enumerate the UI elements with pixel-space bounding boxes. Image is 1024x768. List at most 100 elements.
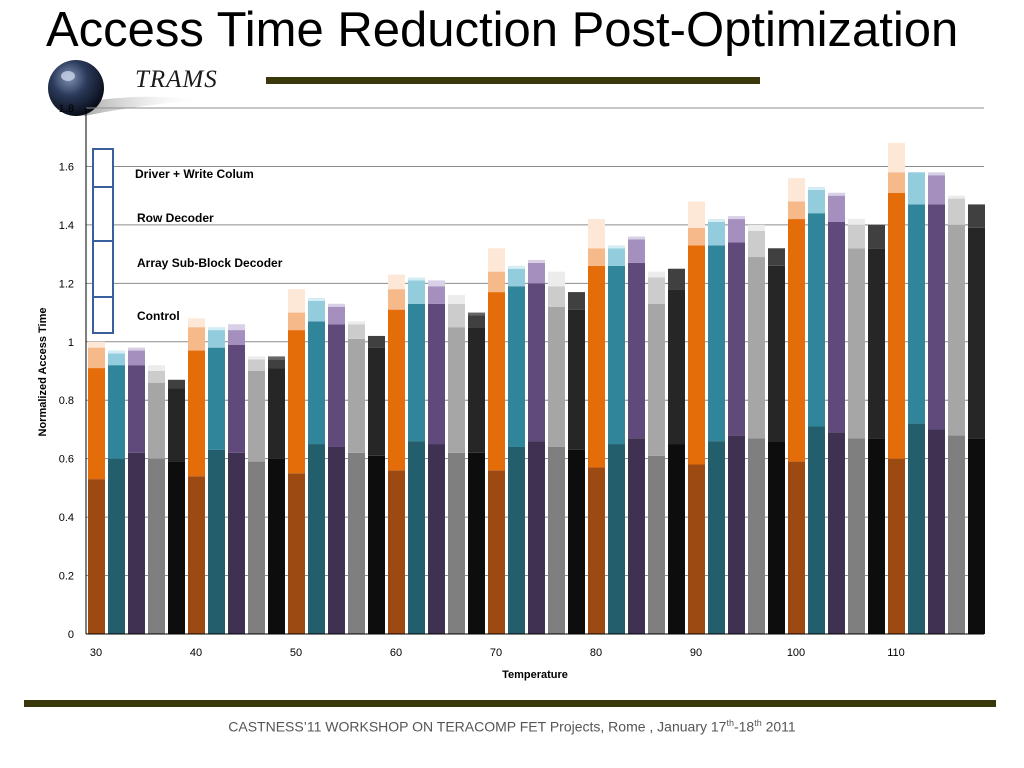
bar-segment (948, 435, 965, 634)
bar-segment (888, 143, 905, 173)
y-tick-label: 1.8 (59, 103, 74, 115)
bar-segment (788, 201, 805, 220)
bar-segment (668, 289, 685, 445)
bar-segment (548, 446, 565, 634)
bar-segment (428, 303, 445, 445)
bar-segment (368, 455, 385, 634)
bar-segment (948, 198, 965, 225)
legend-label: Driver + Write Colum (135, 167, 254, 181)
bar-segment (508, 286, 525, 447)
bar-segment (748, 438, 765, 634)
bar-segment (728, 216, 745, 220)
bar-segment (708, 441, 725, 634)
trams-logo-icon (48, 60, 204, 116)
bar-segment (248, 359, 265, 371)
y-tick-label: 1.4 (59, 220, 74, 232)
bar-segment (788, 461, 805, 634)
y-tick-label: 1.2 (59, 278, 74, 290)
bar-segment (788, 219, 805, 462)
x-tick-label: 80 (590, 647, 602, 659)
bar-segment (588, 467, 605, 634)
bar-segment (268, 458, 285, 634)
bar-segment (408, 441, 425, 634)
bar-segment (808, 213, 825, 427)
bar-segment (828, 432, 845, 634)
bar-segment (388, 309, 405, 471)
bar-segment (488, 271, 505, 293)
y-tick-label: 0 (68, 629, 74, 641)
bar-segment (888, 172, 905, 193)
bar-segment (628, 236, 645, 240)
bar-segment (948, 224, 965, 436)
bar-segment (908, 423, 925, 634)
x-tick-label: 50 (290, 647, 302, 659)
bar-segment (128, 365, 145, 453)
bar-segment (928, 429, 945, 634)
bar-segment (868, 224, 885, 249)
y-tick-label: 0.4 (59, 512, 74, 524)
bar-segment (268, 368, 285, 459)
bar-segment (808, 189, 825, 214)
bar-segment (108, 458, 125, 634)
y-tick-label: 1.6 (59, 161, 74, 173)
bar-segment (528, 259, 545, 263)
bar-segment (108, 365, 125, 459)
bar-segment (428, 444, 445, 634)
footer-text: CASTNESS’11 WORKSHOP ON TERACOMP FET Pro… (0, 718, 1024, 735)
bar-segment (368, 335, 385, 348)
bar-segment (908, 204, 925, 424)
bar-segment (468, 327, 485, 453)
bar-segment (448, 452, 465, 634)
bar-segment (188, 476, 205, 634)
bar-segment (568, 309, 585, 450)
bar-segment (228, 344, 245, 453)
bar-segment (768, 441, 785, 634)
bar-segment (828, 192, 845, 196)
bar-segment (288, 330, 305, 474)
bar-segment (248, 356, 265, 360)
bar-segment (228, 324, 245, 331)
bar-segment (928, 175, 945, 205)
bar-segment (348, 324, 365, 339)
bar-segment (588, 248, 605, 266)
bar-segment (968, 438, 985, 634)
bar-segment (408, 280, 425, 304)
bar-segment (408, 277, 425, 281)
y-axis-label: Normalized Access Time (37, 307, 49, 436)
bar-segment (108, 353, 125, 366)
legend-label: Array Sub-Block Decoder (137, 256, 283, 270)
bar-segment (288, 289, 305, 313)
bar-segment (388, 274, 405, 290)
bar-segment (508, 265, 525, 269)
footer-divider (24, 700, 996, 707)
bar-segment (308, 300, 325, 322)
footer-suffix: 2011 (761, 718, 796, 735)
bar-segment (308, 321, 325, 445)
bar-segment (288, 473, 305, 634)
bar-segment (408, 303, 425, 442)
bar-segment (248, 461, 265, 634)
bar-segment (268, 356, 285, 360)
bar-segment (808, 186, 825, 190)
bar-segment (188, 318, 205, 328)
bar-segment (208, 449, 225, 634)
footer-mid: -18 (733, 718, 755, 735)
y-tick-label: 1 (68, 337, 74, 349)
bar-segment (768, 248, 785, 266)
bar-segment (888, 192, 905, 459)
bar-segment (948, 195, 965, 199)
bar-segment (288, 312, 305, 331)
bar-segment (308, 444, 325, 634)
footer-sup-2: th (754, 718, 762, 728)
bar-segment (588, 265, 605, 468)
bar-segment (808, 426, 825, 634)
bar-segment (128, 350, 145, 366)
bar-segment (688, 201, 705, 228)
bar-segment (308, 297, 325, 301)
bar-segment (448, 295, 465, 304)
bar-segment (128, 452, 145, 634)
bar-segment (828, 195, 845, 222)
bar-segment (548, 306, 565, 447)
legend-label: Row Decoder (137, 211, 214, 225)
bar-segment (328, 306, 345, 325)
